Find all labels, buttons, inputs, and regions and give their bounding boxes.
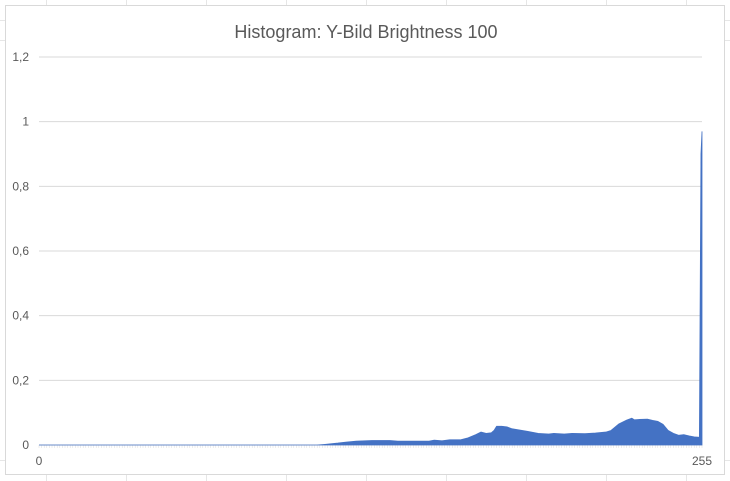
y-tick-label: 0,8 [12,179,29,193]
histogram-plot: 0 0,2 0,4 0,6 0,8 1 1,2 0 255 [12,50,712,468]
y-tick-label: 1 [22,115,29,129]
y-tick-label: 1,2 [12,50,29,64]
y-tick-label: 0,6 [12,244,29,258]
y-tick-label: 0,2 [12,373,29,387]
chart-area[interactable]: Histogram: Y-Bild Brightness 100 0 0,2 0,4… [5,5,725,475]
y-tick-label: 0 [22,438,29,452]
x-tick-label: 0 [36,454,43,468]
histogram-area [39,131,703,446]
chart-title: Histogram: Y-Bild Brightness 100 [234,22,498,42]
y-tick-label: 0,4 [12,309,29,323]
x-tick-label: 255 [692,454,712,468]
